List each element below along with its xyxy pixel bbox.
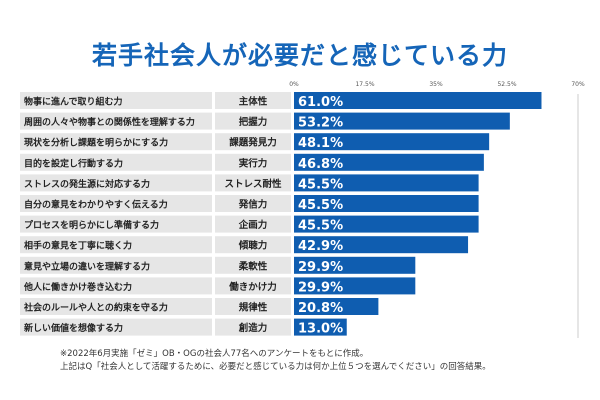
footnote-line-2: 上記はQ「社会人として活躍するために、必要だと感じている力は何か上位５つを選んで… xyxy=(60,362,491,372)
data-label: 45.5% xyxy=(298,219,343,234)
short-label: 傾聴力 xyxy=(238,240,268,252)
short-label: 規律性 xyxy=(239,302,268,314)
tick-label: 70% xyxy=(571,81,585,88)
category-label-bg xyxy=(20,133,212,151)
category-label: プロセスを明らかにし準備する力 xyxy=(24,219,159,231)
short-label: 創造力 xyxy=(238,322,268,334)
data-label: 53.2% xyxy=(298,116,343,131)
short-label: 発信力 xyxy=(238,199,268,211)
short-label-bg xyxy=(215,215,291,233)
tick-label: 35% xyxy=(429,81,443,88)
short-label: 柔軟性 xyxy=(238,260,268,272)
data-label: 29.9% xyxy=(298,280,343,295)
short-label-bg xyxy=(215,112,291,130)
category-label-bg xyxy=(20,256,212,274)
category-label-bg xyxy=(20,236,212,254)
tick-label: 17.5% xyxy=(355,81,374,88)
short-label-bg xyxy=(215,133,291,151)
bar xyxy=(294,236,469,254)
short-label: 課題発見力 xyxy=(229,137,277,149)
category-label-bg xyxy=(20,153,212,171)
category-label-bg xyxy=(20,215,212,233)
bar xyxy=(294,153,484,171)
short-label: 企画力 xyxy=(238,219,268,231)
short-label: 実行力 xyxy=(239,157,268,169)
chart-title: 若手社会人が必要だと感じている力 xyxy=(91,41,508,70)
bar xyxy=(294,133,490,151)
bar xyxy=(294,298,379,315)
data-label: 13.0% xyxy=(298,322,343,337)
bar xyxy=(294,92,542,109)
category-label: 意見や立場の違いを理解する力 xyxy=(24,260,150,272)
bar xyxy=(294,174,479,192)
tick-label: 0% xyxy=(289,81,299,88)
bar xyxy=(294,256,416,274)
short-label: 主体性 xyxy=(239,96,268,108)
category-label: 現状を分析し課題を明らかにする力 xyxy=(24,137,168,149)
short-label-bg xyxy=(215,256,291,274)
category-label-bg xyxy=(20,318,212,336)
category-label: 物事に進んで取り組む力 xyxy=(24,96,123,108)
short-label-bg xyxy=(215,195,291,212)
category-label: 社会のルールや人との約束を守る力 xyxy=(23,302,168,314)
bar xyxy=(294,215,479,233)
data-label: 29.9% xyxy=(298,260,343,275)
footnote-line-1: ※2022年6月実施「ゼミ」OB・OGの社会人77名へのアンケートをもとに作成。 xyxy=(60,349,369,359)
data-label: 20.8% xyxy=(298,301,343,316)
category-label: 他人に働きかけ巻き込む力 xyxy=(23,281,132,293)
short-label-bg xyxy=(215,153,291,171)
bar xyxy=(294,318,347,336)
bar xyxy=(294,112,510,130)
short-label: 把握力 xyxy=(239,116,268,128)
category-label: ストレスの発生源に対応する力 xyxy=(24,178,150,190)
category-label-bg xyxy=(20,92,212,109)
short-label: ストレス耐性 xyxy=(224,178,282,190)
bar xyxy=(294,277,416,295)
data-label: 45.5% xyxy=(298,198,343,213)
data-label: 48.1% xyxy=(298,136,343,151)
category-label-bg xyxy=(20,174,212,192)
tick-label: 52.5% xyxy=(497,81,516,88)
data-label: 45.5% xyxy=(298,177,343,192)
category-label-bg xyxy=(20,277,212,295)
category-label-bg xyxy=(20,112,212,130)
data-label: 42.9% xyxy=(298,239,343,254)
short-label-bg xyxy=(215,236,291,254)
data-label: 61.0% xyxy=(298,95,343,110)
category-label-bg xyxy=(20,298,212,315)
category-label-bg xyxy=(20,195,212,212)
category-label: 相手の意見を丁寧に聴く力 xyxy=(24,240,132,252)
bar xyxy=(294,195,479,212)
data-label: 46.8% xyxy=(298,157,343,172)
category-label: 新しい価値を想像する力 xyxy=(24,322,123,334)
category-label: 周囲の人々や物事との関係性を理解する力 xyxy=(24,116,195,128)
short-label-bg xyxy=(215,92,291,109)
footnote: ※2022年6月実施「ゼミ」OB・OGの社会人77名へのアンケートをもとに作成。… xyxy=(60,348,491,374)
short-label-bg xyxy=(215,318,291,336)
bar-chart: 0% 17.5% 35% 52.5% 70% 物事に進んで取り組む力 主体性 61.0% 周囲の… xyxy=(20,81,585,338)
short-label-bg xyxy=(215,277,291,295)
short-label-bg xyxy=(215,174,291,192)
category-label: 目的を設定し行動する力 xyxy=(24,157,123,169)
short-label-bg xyxy=(215,298,291,315)
short-label: 働きかけ力 xyxy=(228,281,277,293)
category-label: 自分の意見をわかりやすく伝える力 xyxy=(24,199,168,211)
